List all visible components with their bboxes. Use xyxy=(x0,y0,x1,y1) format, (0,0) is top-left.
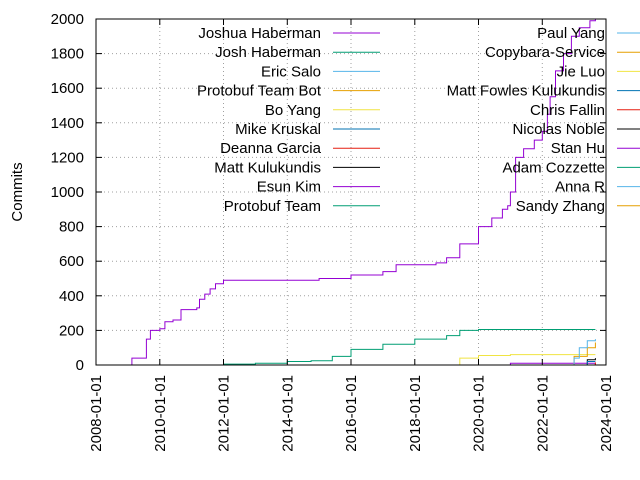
legend-entry: Joshua Haberman xyxy=(198,25,380,42)
y-tick-label: 1400 xyxy=(51,115,84,132)
legend-entry: Paul Yang xyxy=(537,25,640,42)
legend-label: Copybara-Service xyxy=(485,44,605,61)
legend-entry: Jie Luo xyxy=(557,63,640,80)
y-tick-label: 400 xyxy=(59,288,84,305)
legend-label: Matt Fowles Kulukundis xyxy=(447,83,605,100)
legend-label: Nicolas Noble xyxy=(512,121,605,138)
legend-label: Matt Kulukundis xyxy=(214,159,321,176)
legend-label: Josh Haberman xyxy=(215,44,321,61)
legend-entry: Anna R xyxy=(555,179,640,196)
legend-label: Jie Luo xyxy=(557,63,605,80)
legend-label: Mike Kruskal xyxy=(235,121,321,138)
legend-entry: Sandy Zhang xyxy=(516,198,640,215)
y-tick-label: 800 xyxy=(59,219,84,236)
legend-entry: Nicolas Noble xyxy=(512,121,640,138)
legend: Joshua Haberman Josh Haberman Eric Salo Pro… xyxy=(197,25,640,215)
legend-entry: Protobuf Team xyxy=(224,198,380,215)
legend-label: Esun Kim xyxy=(257,179,321,196)
legend-entry: Matt Kulukundis xyxy=(214,159,380,176)
y-tick-label: 0 xyxy=(76,357,84,374)
x-tick-label: 2020-01-01 xyxy=(471,375,488,452)
y-tick-label: 1800 xyxy=(51,46,84,63)
legend-entry: Stan Hu xyxy=(551,140,640,157)
legend-label: Protobuf Team xyxy=(224,198,321,215)
legend-entry: Chris Fallin xyxy=(530,102,640,119)
y-axis-title: Commits xyxy=(9,162,26,221)
legend-entry: Esun Kim xyxy=(257,179,380,196)
y-tick-label: 200 xyxy=(59,322,84,339)
legend-label: Eric Salo xyxy=(261,63,321,80)
grid xyxy=(96,19,606,365)
legend-label: Joshua Haberman xyxy=(198,25,321,42)
legend-label: Deanna Garcia xyxy=(220,140,322,157)
legend-entry: Copybara-Service xyxy=(485,44,640,61)
legend-label: Sandy Zhang xyxy=(516,198,605,215)
x-tick-label: 2008-01-01 xyxy=(88,375,105,452)
series-line-eric-salo xyxy=(571,339,596,366)
x-tick-label: 2024-01-01 xyxy=(598,375,615,452)
y-tick-label: 1000 xyxy=(51,184,84,201)
series-line-bo-yang xyxy=(428,354,596,366)
y-tick-label: 1200 xyxy=(51,149,84,166)
legend-entry: Adam Cozzette xyxy=(502,159,640,176)
legend-label: Chris Fallin xyxy=(530,102,605,119)
legend-entry: Eric Salo xyxy=(261,63,380,80)
legend-entry: Mike Kruskal xyxy=(235,121,380,138)
y-tick-label: 2000 xyxy=(51,11,84,28)
legend-entry: Deanna Garcia xyxy=(220,140,380,157)
x-tick-label: 2018-01-01 xyxy=(407,375,424,452)
legend-label: Adam Cozzette xyxy=(502,159,605,176)
legend-label: Stan Hu xyxy=(551,140,605,157)
legend-entry: Protobuf Team Bot xyxy=(197,83,380,100)
y-tick-label: 1600 xyxy=(51,80,84,97)
x-tick-label: 2016-01-01 xyxy=(343,375,360,452)
x-tick-label: 2014-01-01 xyxy=(279,375,296,452)
y-tick-label: 600 xyxy=(59,253,84,270)
x-tick-label: 2012-01-01 xyxy=(216,375,233,452)
x-tick-label: 2010-01-01 xyxy=(152,375,169,452)
legend-label: Paul Yang xyxy=(537,25,605,42)
x-tick-label: 2022-01-01 xyxy=(534,375,551,452)
axis-ticks: 0 200 400 600 800 1000 1200 1400 1600 1800 2000 200… xyxy=(51,11,615,452)
legend-label: Bo Yang xyxy=(265,102,321,119)
legend-entry: Bo Yang xyxy=(265,102,380,119)
series-line-joshua-haberman xyxy=(130,19,596,366)
legend-label: Anna R xyxy=(555,179,605,196)
series-line-josh-haberman xyxy=(191,329,596,366)
legend-entry: Matt Fowles Kulukundis xyxy=(447,83,640,100)
legend-label: Protobuf Team Bot xyxy=(197,83,322,100)
legend-entry: Josh Haberman xyxy=(215,44,380,61)
